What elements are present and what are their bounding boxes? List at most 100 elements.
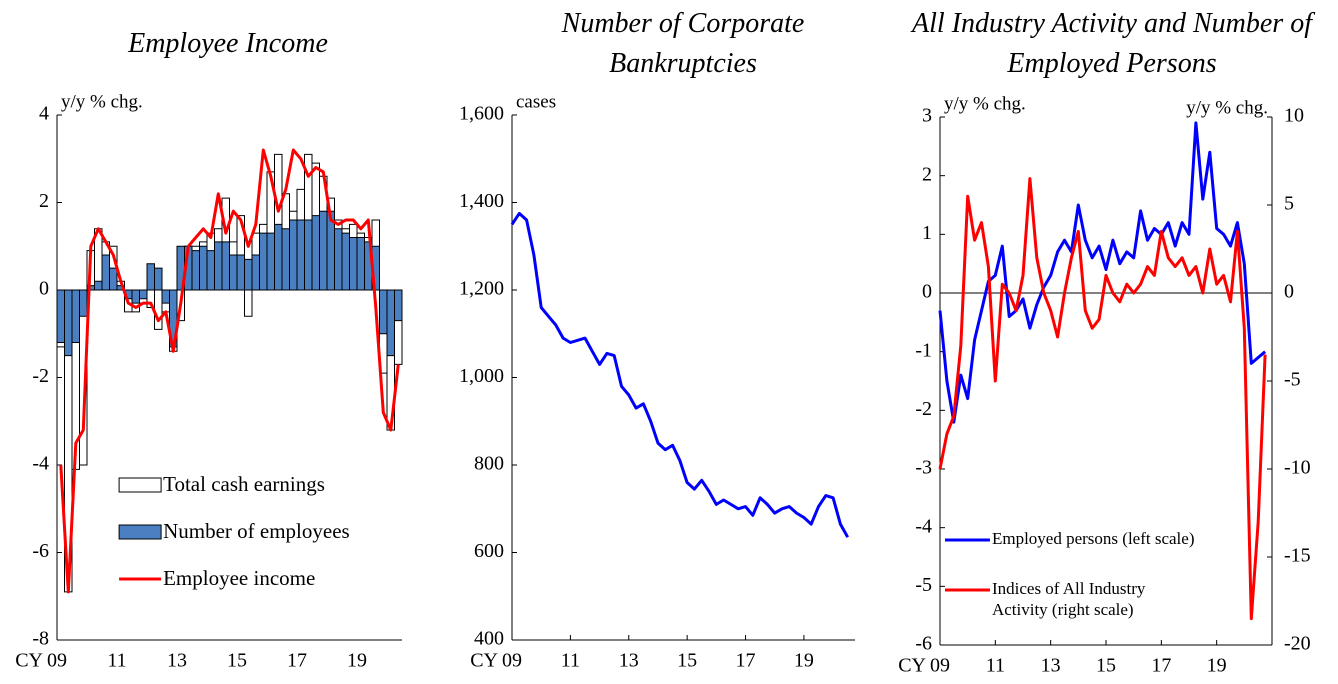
x-tick-label: 15 (677, 650, 697, 672)
chart-title: All Industry Activity and Number of Empl… (912, 8, 1312, 79)
legend-label: Total cash earnings (163, 471, 325, 496)
bar (244, 289, 253, 317)
y-tick-label: 3 (922, 105, 932, 127)
legend-swatch (118, 477, 162, 493)
y-tick-label: 1 (922, 222, 932, 244)
x-tick-label: 09 (47, 650, 67, 672)
bar (109, 267, 118, 291)
y-tick-label: 600 (474, 540, 504, 562)
x-prefix: CY (470, 650, 498, 672)
line (938, 177, 1267, 621)
y2-tick-label: -5 (1284, 369, 1301, 391)
y-tick-label: -6 (915, 633, 932, 655)
bar (386, 289, 395, 357)
legend-label: Indices of All Industry Activity (right … (991, 579, 1146, 619)
bar (304, 219, 313, 291)
y-tick-label: -6 (32, 540, 49, 562)
x-prefix: CY (15, 650, 43, 672)
bar (311, 215, 320, 291)
bar (56, 289, 65, 343)
y2-unit: y/y % chg. (1186, 97, 1268, 118)
y-unit: y/y % chg. (944, 93, 1026, 114)
bar (146, 263, 155, 291)
y-tick-label: -5 (915, 574, 932, 596)
y-unit: cases (516, 91, 556, 112)
y-tick-label: 1,400 (459, 190, 504, 212)
y-tick-label: 1,000 (459, 365, 504, 387)
legend-label: Employee income (163, 565, 316, 590)
y-tick-label: 400 (474, 628, 504, 650)
bar (349, 237, 358, 291)
bar (379, 289, 388, 335)
bar (131, 289, 140, 304)
bar (199, 245, 208, 291)
bar (394, 289, 403, 322)
x-tick-label: 11 (561, 650, 580, 672)
x-tick-label: 15 (227, 650, 247, 672)
bar (259, 232, 268, 291)
y-tick-label: 0 (922, 281, 932, 303)
x-tick-label: 19 (794, 650, 814, 672)
bar (214, 241, 223, 291)
y-tick-label: -3 (915, 457, 932, 479)
y2-tick-label: 10 (1284, 105, 1304, 127)
bar (281, 228, 290, 291)
bar (356, 237, 365, 291)
y-tick-label: 2 (39, 190, 49, 212)
bar (79, 289, 88, 317)
bar (139, 289, 148, 300)
x-tick-label: 13 (619, 650, 639, 672)
y-unit: y/y % chg. (61, 91, 143, 112)
bar (341, 232, 350, 291)
y-tick-label: 1,200 (459, 278, 504, 300)
line (938, 121, 1267, 424)
x-tick-label: 15 (1096, 655, 1116, 677)
bar (229, 254, 238, 291)
bar (191, 250, 200, 291)
y-tick-label: 1,600 (459, 103, 504, 125)
line (510, 211, 850, 538)
bar (334, 228, 343, 291)
y-tick-label: 800 (474, 453, 504, 475)
bar (244, 258, 253, 291)
x-tick-label: 13 (167, 650, 187, 672)
y2-tick-label: 0 (1284, 281, 1294, 303)
bar (64, 289, 73, 357)
bar (101, 254, 110, 291)
legend-label: Employed persons (left scale) (991, 529, 1195, 549)
y-tick-label: -4 (915, 515, 932, 537)
bar (251, 254, 260, 291)
bar (71, 289, 80, 343)
bar (161, 289, 170, 304)
bar (266, 232, 275, 291)
x-tick-label: 19 (347, 650, 367, 672)
y-tick-label: -8 (32, 628, 49, 650)
x-tick-label: 09 (502, 650, 522, 672)
chart-title: Number of Corporate Bankruptcies (561, 8, 805, 79)
x-tick-label: 11 (107, 650, 126, 672)
y2-tick-label: -10 (1284, 457, 1311, 479)
y-tick-label: -1 (915, 339, 932, 361)
y-tick-label: 4 (39, 103, 49, 125)
x-tick-label: 17 (287, 650, 307, 672)
bar (206, 250, 215, 291)
bar (319, 210, 328, 291)
bar (154, 267, 163, 291)
line (59, 148, 400, 594)
x-tick-label: 17 (1151, 655, 1171, 677)
bar (236, 254, 245, 291)
y2-tick-label: -15 (1284, 545, 1311, 567)
bar (274, 223, 283, 291)
chart-title: Employee Income (128, 28, 328, 59)
x-tick-label: 19 (1207, 655, 1227, 677)
legend-label: Number of employees (163, 518, 350, 543)
y-tick-label: -4 (32, 453, 49, 475)
y2-tick-label: -20 (1284, 633, 1311, 655)
bar (94, 280, 103, 291)
legend-swatch (118, 524, 162, 540)
y-tick-label: -2 (32, 365, 49, 387)
x-tick-label: 11 (986, 655, 1005, 677)
y-tick-label: 2 (922, 163, 932, 185)
x-prefix: CY (898, 655, 926, 677)
